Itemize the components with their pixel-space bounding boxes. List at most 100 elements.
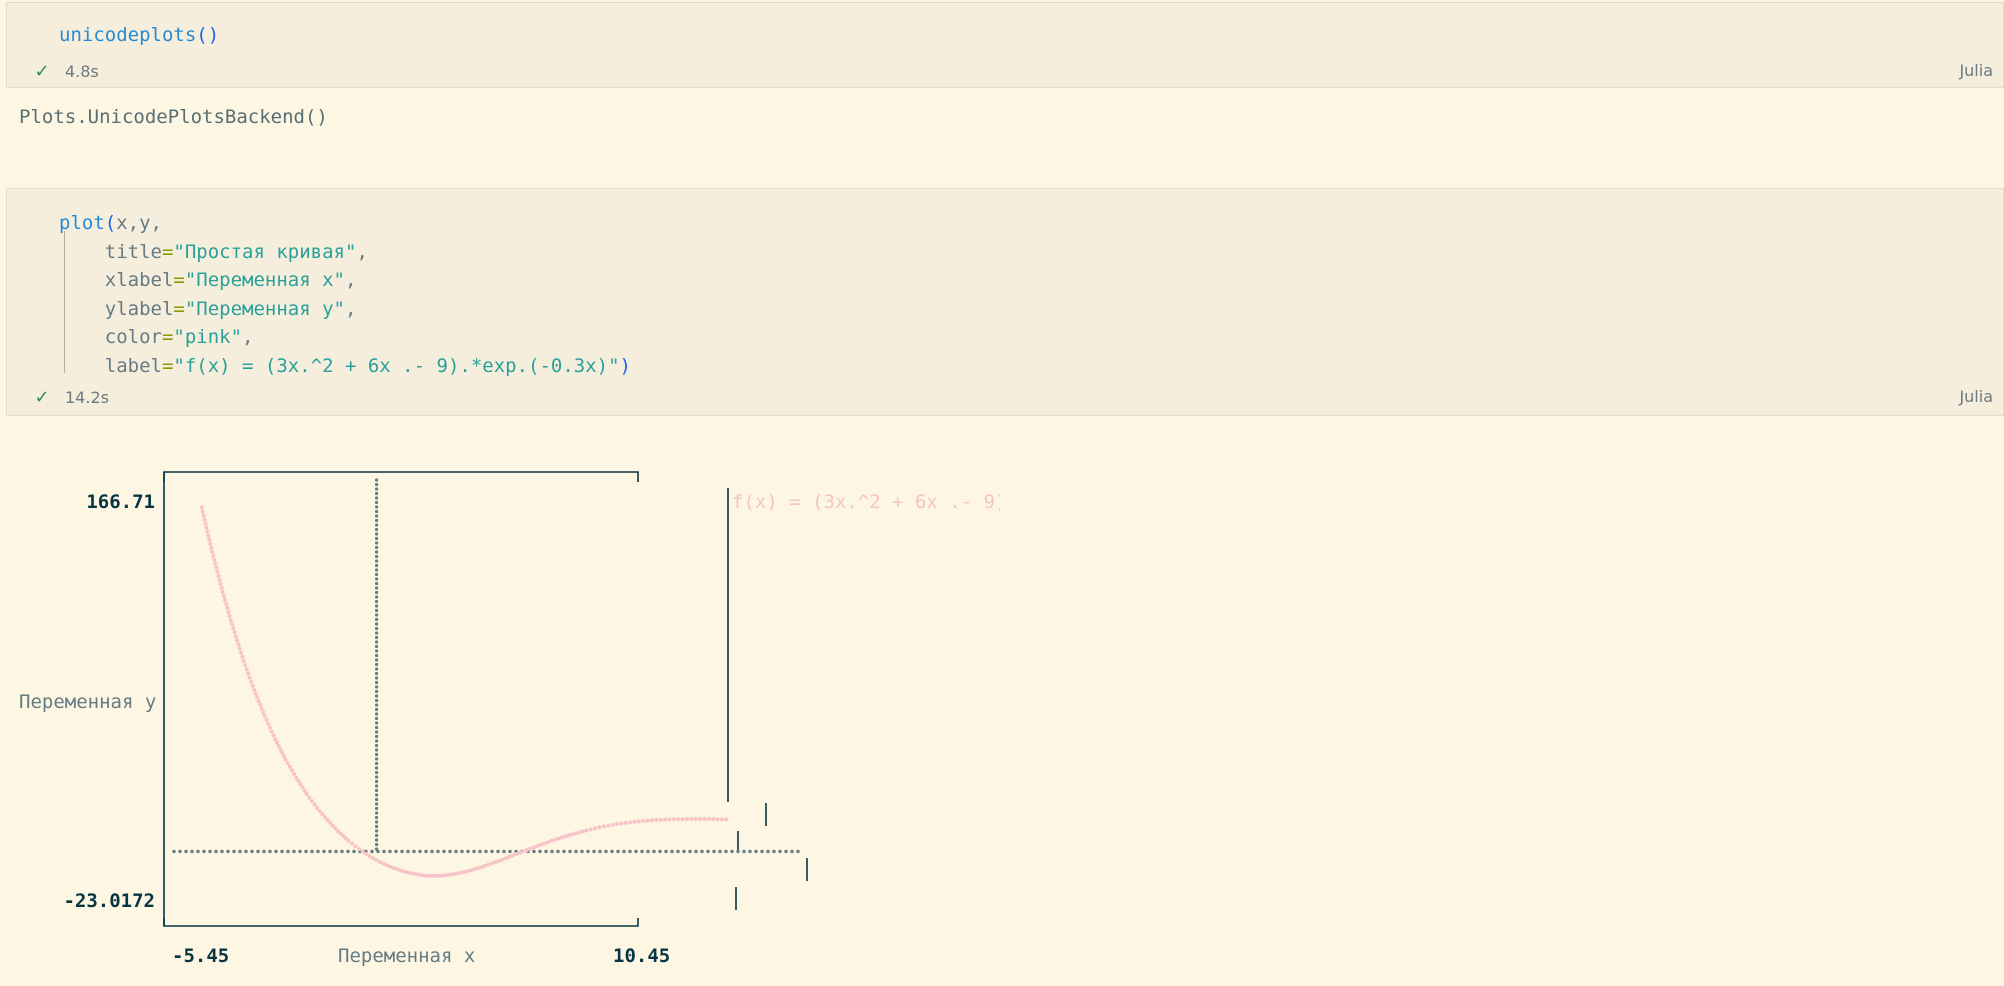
zero-line-dot [374, 509, 379, 514]
series-point [689, 817, 694, 822]
series-point [649, 818, 654, 823]
series-point [239, 650, 244, 655]
series-point [218, 581, 223, 586]
code-editor[interactable]: plot(x,y, title="Простая кривая", xlabel… [59, 209, 631, 380]
series-point [475, 866, 480, 871]
language-label[interactable]: Julia [1959, 387, 1993, 406]
series-point [462, 870, 466, 875]
series-point [328, 821, 333, 826]
zero-line-dot [484, 849, 488, 854]
series-point [336, 829, 341, 834]
zero-line-dot [466, 849, 470, 854]
series-point [227, 614, 232, 619]
zero-line-dot [374, 581, 379, 586]
code-token: , [242, 326, 254, 348]
series-point [702, 817, 707, 822]
cell-status: ✓ 4.8s [33, 61, 98, 82]
zero-line-dot [374, 527, 379, 532]
series-point [606, 823, 611, 828]
code-token: "pink" [173, 326, 243, 348]
execution-time: 14.2s [65, 388, 109, 407]
zero-line-dot [374, 604, 379, 608]
zero-line-dot [442, 849, 446, 854]
code-editor[interactable]: unicodeplots() [59, 21, 219, 50]
zero-line-dot [374, 541, 379, 545]
series-point [258, 702, 263, 707]
zero-line-dot [406, 849, 410, 854]
series-point [219, 585, 224, 590]
code-token: , [345, 269, 357, 291]
series-point [423, 873, 428, 878]
zero-line-dot [262, 849, 266, 854]
series-point [552, 837, 557, 842]
code-line[interactable]: label="f(x) = (3x.^2 + 6x .- 9).*exp.(-0… [59, 352, 631, 381]
zero-line-dot [374, 595, 379, 599]
code-token: , [356, 240, 368, 263]
series-point [309, 798, 314, 803]
zero-line-dot [374, 572, 379, 577]
zero-line-dot [374, 739, 379, 743]
series-point [255, 695, 260, 700]
series-point [711, 817, 716, 822]
series-point [317, 809, 322, 814]
code-token: = [161, 326, 174, 348]
code-token: plot [59, 212, 105, 234]
zero-line-dot [670, 849, 674, 854]
code-line[interactable]: unicodeplots() [59, 21, 219, 50]
zero-line-dot [374, 694, 379, 698]
zero-line-dot [374, 649, 379, 653]
zero-line-dot [374, 599, 379, 604]
series-point [217, 577, 222, 582]
series-point [247, 675, 252, 680]
series-point [455, 871, 460, 876]
language-label[interactable]: Julia [1959, 61, 1993, 80]
series-point [667, 817, 672, 822]
code-line[interactable]: ylabel="Переменная y", [59, 295, 631, 324]
series-point [333, 826, 338, 831]
series-point [304, 791, 309, 796]
zero-line-dot [310, 849, 314, 854]
series-point [209, 545, 214, 550]
code-cell-2[interactable]: plot(x,y, title="Простая кривая", xlabel… [6, 188, 2004, 416]
series-point [434, 873, 439, 878]
zero-line-dot [172, 849, 176, 854]
zero-line-dot [374, 491, 379, 496]
zero-line-dot [460, 849, 464, 854]
series-point [208, 541, 213, 546]
series-point [489, 861, 494, 866]
code-token: = [161, 240, 174, 263]
series-point [278, 747, 283, 752]
series-point [228, 618, 233, 623]
code-line[interactable]: color="pink", [59, 323, 631, 352]
zero-line-dot [374, 536, 379, 541]
code-cell-1[interactable]: unicodeplots() ✓ 4.8s Julia [6, 2, 2004, 88]
zero-line-dot [694, 849, 698, 854]
code-token: "Простая кривая" [173, 240, 357, 263]
code-line[interactable]: xlabel="Переменная x", [59, 266, 631, 295]
check-icon: ✓ [34, 61, 50, 82]
zero-line-dot [472, 849, 476, 854]
zero-line-dot [394, 849, 398, 854]
series-point [269, 729, 274, 734]
series-point [220, 589, 225, 594]
zero-line-dot [374, 797, 379, 802]
code-line[interactable]: title="Простая кривая", [59, 238, 631, 267]
zero-line-dot [760, 849, 764, 854]
plot-frame-top [163, 471, 639, 482]
series-point [221, 593, 226, 598]
series-point [619, 821, 624, 826]
series-point [409, 871, 414, 876]
zero-line-dot [374, 761, 379, 766]
zero-line-dot [374, 730, 379, 734]
zero-line-dot [646, 849, 650, 854]
zero-line-dot [374, 784, 379, 788]
series-point [614, 822, 619, 827]
code-line[interactable]: plot(x,y, [59, 209, 631, 238]
series-point [281, 754, 286, 759]
zero-line-dot [374, 716, 379, 721]
series-point [623, 820, 628, 825]
series-point [503, 856, 508, 861]
series-point [715, 817, 720, 822]
series-point [441, 873, 446, 878]
zero-line-dot [374, 532, 379, 536]
